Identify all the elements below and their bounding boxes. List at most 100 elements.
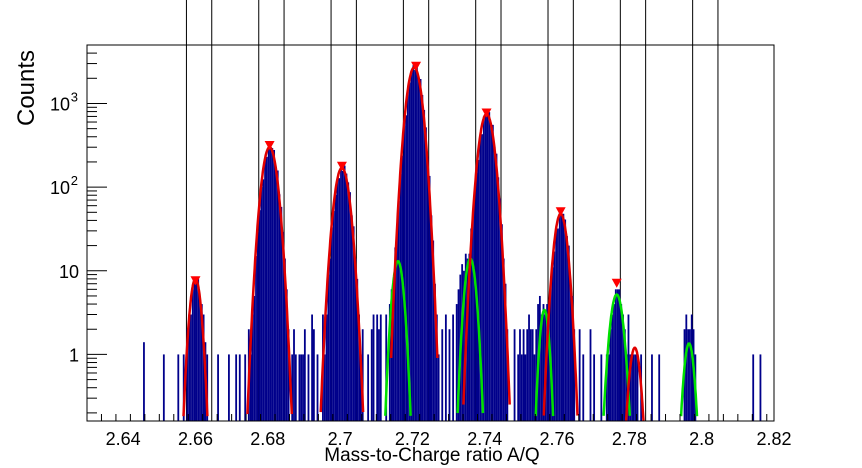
histogram-bin [567,245,570,421]
histogram-bin [356,278,359,421]
y-tick-label: 10 [50,94,70,114]
histogram-bin [482,116,485,421]
histogram-bin [323,354,326,421]
histogram-bin [434,283,436,421]
histogram-bin [293,329,295,421]
peak-marker-1 [264,141,275,151]
histogram-bin [477,159,480,421]
histogram-bin [490,122,492,422]
histogram-bin [488,112,491,422]
histogram-bin [195,278,198,421]
histogram-bin [493,146,496,421]
histogram-bin [463,270,465,421]
histogram-bin [332,210,335,421]
histogram-bin [244,354,247,421]
histogram-bin [472,215,474,421]
histogram-bin [352,226,355,421]
histogram-bin [571,295,574,421]
histogram-bin [526,329,529,421]
histogram-bin [143,342,145,421]
histogram-bin [455,304,458,421]
histogram-bin [376,314,379,421]
histogram-bin [343,165,346,421]
x-tick-label: 2.68 [250,429,285,449]
histogram-bin [685,314,688,421]
histogram-bin [347,182,350,421]
x-tick-label: 2.8 [689,429,714,449]
histogram-bin [522,329,525,421]
histogram-bin [435,314,438,421]
histogram-bin [555,229,558,421]
histogram-bin [258,210,261,421]
histogram-bin [378,329,380,421]
x-tick-label: 2.66 [178,429,213,449]
peak-markers [190,61,622,288]
histogram-bin [582,354,585,421]
histogram-bin [566,236,568,421]
y-tick-label: 10 [50,178,70,198]
histogram-bin [372,314,375,421]
histogram-bin [636,354,639,421]
histogram-bin [517,354,520,421]
histogram-bin [300,354,303,421]
histogram-bin [408,82,411,421]
histogram-bin [414,69,417,422]
histogram-bin [336,179,339,421]
histogram-bin [497,177,500,421]
y-tick-label: 1 [69,345,79,365]
histogram-bin [291,354,294,421]
peak-marker-3 [411,61,422,71]
histogram-bin [625,354,628,421]
y-axis-label: Counts [13,50,40,126]
histogram-bin [421,94,424,421]
histogram-bin [618,289,621,421]
histogram-bin [553,251,556,421]
histogram-bin [573,329,576,421]
histogram-bin [311,314,313,421]
histogram-bin [412,65,415,421]
histogram-bin [273,149,276,421]
histogram-bin [651,354,653,421]
histogram-bin [249,354,252,421]
histogram-bin [632,354,635,421]
histogram-bin [690,314,693,421]
x-tick-label: 2.64 [106,429,141,449]
x-tick-label: 2.76 [540,429,575,449]
histogram-bin [275,166,277,421]
histogram-bin [285,289,288,421]
histogram-bin [535,329,538,421]
histogram-bin [468,253,471,421]
histogram-bin [316,354,319,421]
x-tick-label: 2.74 [467,429,502,449]
histogram-bin [752,354,755,421]
histogram-bin [605,354,608,421]
histogram-bin [499,198,502,421]
histogram-bin [689,329,691,421]
plot-frame [86,44,775,422]
peak-marker-0 [190,276,201,286]
peak-marker-4 [481,108,492,118]
histogram-bin [542,304,545,421]
histogram-bin [325,314,328,421]
histogram-bin [448,329,451,421]
histogram-bin [264,158,266,421]
histogram-bin [307,354,310,421]
histogram-bin [350,215,353,421]
histogram-bin [186,329,189,421]
histogram-bin [620,304,623,421]
histogram-bin [200,304,203,421]
peak-marker-2 [336,161,347,171]
histogram-bin [394,247,397,421]
y-tick-exponent: 2 [71,173,78,188]
histogram-bin [287,329,290,421]
y-tick-exponent: 3 [71,89,78,104]
histogram-bin [551,267,554,421]
green-fit-curve-2 [534,308,555,417]
histogram-bin [470,228,473,421]
histogram-bin [437,354,440,421]
histogram-bin [557,228,559,421]
histogram-bin [502,258,505,421]
histogram-bin [634,354,637,421]
